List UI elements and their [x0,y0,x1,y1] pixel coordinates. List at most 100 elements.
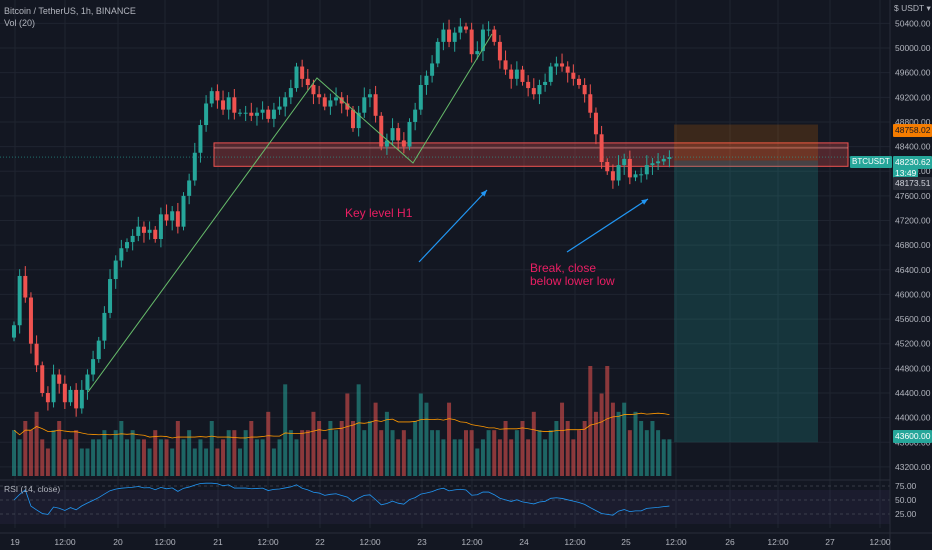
candle-body [119,248,124,261]
candle-body [23,275,28,298]
candle-body [79,389,84,409]
candle-body [158,214,163,239]
stop-price-label: 48758.02 [893,124,932,137]
candle [418,75,423,115]
candle [430,55,435,83]
volume-bar [396,439,401,476]
candle-body [85,374,90,390]
time-tick-label: 12:00 [869,537,891,547]
volume-bar [582,421,587,476]
volume-bar [565,421,570,476]
candle [345,95,350,117]
candle [34,335,39,373]
volume-bar [96,439,101,476]
volume-bar [526,439,531,476]
candle [447,19,452,48]
volume-bar [238,448,242,476]
volume-bar [181,439,186,476]
candle-body [390,128,395,141]
symbol-badge: BTCUSDT [850,156,892,168]
candle-body [526,81,531,89]
candle [610,164,615,189]
rsi-tick-label: 75.00 [895,481,917,491]
volume-bar [492,430,497,476]
time-tick-label: 21 [213,537,223,547]
candle-body [435,41,440,64]
current-price-label: 48230.62 [893,156,932,169]
candle-body [34,343,39,366]
candle-body [170,211,175,221]
volume-bar [305,430,310,476]
volume-bar [322,439,327,476]
candle [79,380,84,414]
candle-body [175,211,180,227]
candle-body [311,84,316,95]
time-tick-label: 12:00 [54,537,76,547]
arrow-break [566,198,649,253]
volume-bar [616,411,621,476]
volume-bar [560,402,565,476]
volume-bar [339,421,344,476]
candle [17,269,22,334]
price-tick-label: 44400.00 [895,388,931,398]
volume-bar [175,421,180,476]
volume-bar [599,393,604,476]
candle-body [288,88,293,98]
candle [113,255,118,289]
candle [238,109,242,117]
candle [424,70,429,95]
candle-countdown: 13:49 [893,167,919,180]
volume-bar [407,439,412,476]
candle [68,386,73,406]
volume-indicator-label[interactable]: Vol (20) [4,18,36,28]
time-tick-label: 27 [825,537,835,547]
candle-body [396,128,401,141]
volume-bar [125,439,129,476]
candle [480,24,485,61]
volume-bar [254,439,259,476]
volume-bar [622,402,627,476]
time-tick-label: 12:00 [767,537,789,547]
volume-bar [464,430,468,476]
price-tick-label: 46400.00 [895,265,931,275]
volume-bar [627,430,632,476]
candle-body [102,312,107,341]
annotation-key-level: Key level H1 [345,206,413,220]
candle-body [204,103,209,126]
volume-bar [475,448,480,476]
candle [249,102,254,122]
rsi-indicator-label[interactable]: RSI (14, close) [4,484,61,494]
candle-body [639,174,644,176]
currency-label: USDT [901,3,925,13]
candle [192,142,197,186]
annotation-break-line2: below lower low [530,274,615,288]
volume-bar [130,430,135,476]
volume-bar [141,439,146,476]
candle [108,269,113,319]
candle-body [362,97,367,113]
candle-body [661,158,666,162]
rsi-tick-label: 50.00 [895,495,917,505]
candle-body [650,163,655,166]
candle [283,92,288,117]
candle [328,93,333,115]
candle-body [40,365,45,393]
volume-bar [514,430,519,476]
volume-bar [243,430,248,476]
volume-bar [28,430,33,476]
candle [74,383,79,417]
volume-bar [588,366,593,476]
candle [379,112,384,151]
candle [384,133,389,155]
candle [305,68,310,91]
volume-bar [452,439,457,476]
volume-bar [639,421,644,476]
currency-selector[interactable]: $ USDT ▾ [894,3,931,13]
price-tick-label: 47200.00 [895,216,931,226]
candle [588,84,593,118]
volume-bar [401,430,406,476]
time-tick-label: 12:00 [257,537,279,547]
volume-bar [661,439,666,476]
volume-bar [554,421,559,476]
